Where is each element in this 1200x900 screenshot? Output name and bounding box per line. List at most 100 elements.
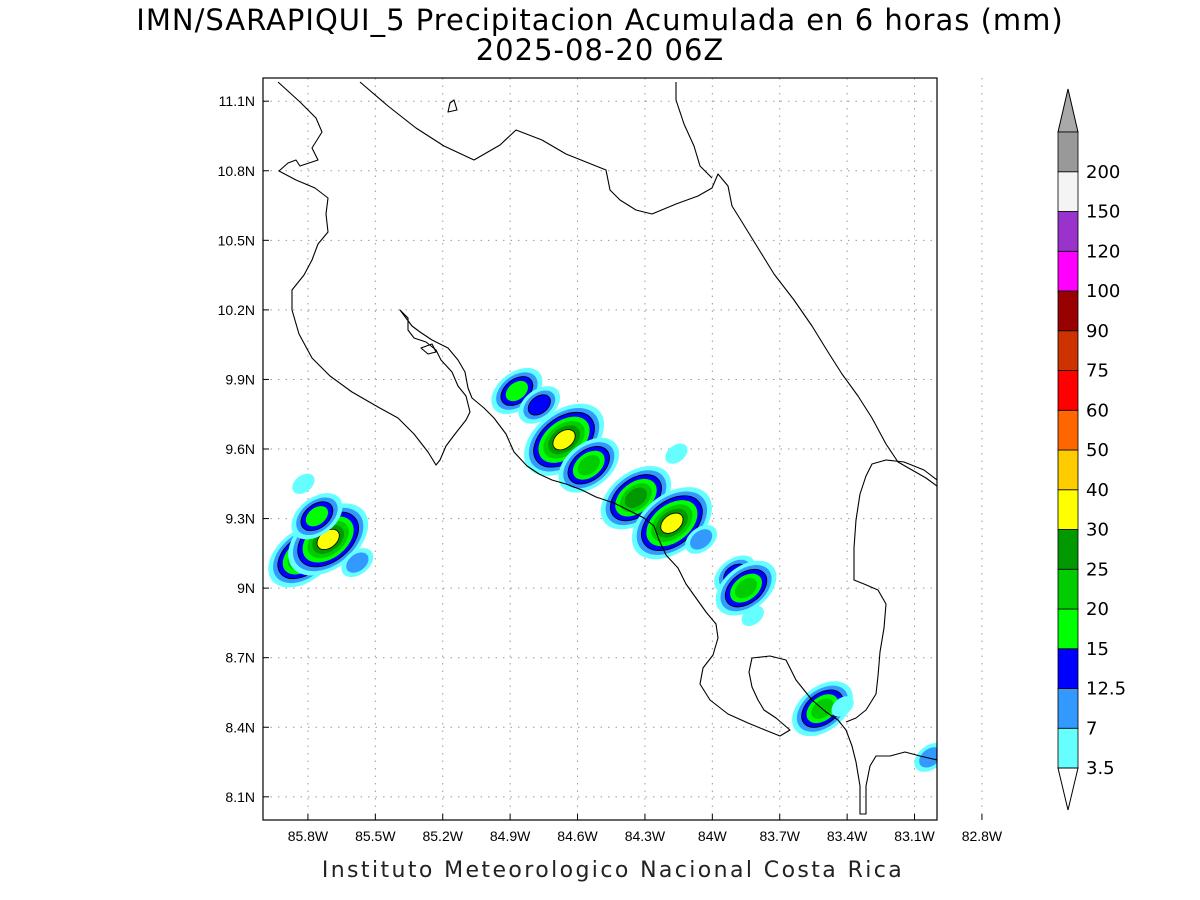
rain-contour-7 (949, 755, 979, 784)
precipitation-colorbar: 3.5 7 12.5 15 20 25 30 40 50 60 75 90 100 120 150 200 (1057, 88, 1126, 811)
y-tick-label: 10.5N (218, 232, 255, 248)
rain-contour-7 (689, 529, 713, 550)
rain-cell (341, 548, 374, 578)
x-tick-label: 84.3W (625, 828, 666, 844)
y-tick-label: 10.2N (218, 302, 255, 318)
rain-contour-25 (624, 487, 648, 508)
rain-cell (914, 742, 937, 772)
colorbar-label: 25 (1086, 559, 1109, 580)
colorbar-label: 40 (1086, 480, 1109, 501)
colorbar-label: 30 (1086, 520, 1109, 541)
x-tick-label: 84W (698, 828, 728, 844)
rain-contour-20 (577, 455, 600, 476)
colorbar-label: 20 (1086, 599, 1109, 620)
colorbar-labels: 3.5 7 12.5 15 20 25 30 40 50 60 75 90 100 120 150 200 (1086, 162, 1126, 779)
island-chira (420, 343, 437, 355)
rain-contour-3_5 (665, 443, 688, 464)
rain-cell (943, 749, 986, 790)
colorbar-low-arrow (1057, 767, 1079, 811)
colorbar-high-arrow (1057, 88, 1079, 133)
x-tick-label: 84.6W (557, 828, 598, 844)
pacific-coastline (277, 81, 937, 815)
x-tick-label: 84.9W (490, 828, 531, 844)
y-tick-label: 10.8N (218, 163, 255, 179)
rain-contour-7 (346, 552, 369, 573)
rain-cell (741, 605, 764, 627)
colorbar-bin (1057, 290, 1079, 332)
colorbar-label: 75 (1086, 361, 1109, 382)
colorbar-label: 60 (1086, 400, 1109, 421)
rain-cell (518, 386, 561, 424)
colorbar-label: 90 (1086, 321, 1109, 342)
y-tick-label: 9N (237, 580, 255, 596)
y-tick-label: 8.1N (225, 789, 255, 805)
rain-cell (665, 443, 688, 464)
colorbar-bin (1057, 648, 1079, 689)
map-panel: 85.8W 85.5W 85.2W 84.9W 84.6W 84.3W 84W 83.7W 83… (218, 77, 1003, 844)
colorbar-bin (1057, 529, 1079, 570)
colorbar-label: 100 (1086, 281, 1120, 302)
rain-cell (831, 696, 854, 717)
rain-cell (558, 437, 620, 493)
colorbar-bin (1057, 250, 1079, 292)
latitude-tick-labels: 8.1N 8.4N 8.7N 9N 9.3N 9.6N 9.9N 10.2N 10.5N 10.8… (218, 93, 269, 805)
colorbar-bin (1057, 568, 1079, 610)
colorbar-bin (1057, 727, 1079, 769)
rain-contour-3_5 (741, 605, 764, 627)
colorbar-bin (1057, 449, 1079, 491)
rain-cell (685, 524, 718, 554)
colorbar-label: 200 (1086, 162, 1120, 183)
y-tick-label: 8.4N (225, 719, 255, 735)
caribbean-coastline (359, 81, 937, 487)
map-subtitle-datetime: 2025-08-20 06Z (476, 33, 725, 67)
rain-contour-20 (734, 577, 758, 599)
x-tick-label: 83.1W (894, 828, 935, 844)
colorbar-bin (1057, 370, 1079, 411)
rain-contour-30 (552, 429, 576, 451)
y-tick-label: 8.7N (225, 650, 255, 666)
colorbar-bin (1057, 211, 1079, 252)
colorbar-bin (1057, 688, 1079, 729)
y-tick-label: 9.3N (225, 511, 255, 527)
x-tick-label: 85.5W (355, 828, 396, 844)
y-tick-label: 9.6N (225, 441, 255, 457)
colorbar-label: 120 (1086, 241, 1120, 262)
border-panama (845, 459, 937, 723)
coastlines (277, 81, 937, 815)
nicaragua-lake-shore (675, 82, 713, 179)
map-title: IMN/SARAPIQUI_5 Precipitacion Acumulada … (136, 3, 1063, 37)
rain-contour-7 (919, 747, 937, 768)
colorbar-label: 3.5 (1086, 758, 1115, 779)
longitude-tick-labels: 85.8W 85.5W 85.2W 84.9W 84.6W 84.3W 84W 83.7W 83… (288, 814, 1003, 844)
rain-contour-3_5 (292, 473, 315, 494)
rain-contour-15 (305, 506, 329, 527)
rain-contour-3_5 (831, 696, 854, 717)
y-tick-label: 11.1N (219, 93, 255, 109)
colorbar-label: 150 (1086, 202, 1120, 223)
rain-cell (715, 560, 777, 616)
rain-contour-15 (505, 380, 528, 402)
x-tick-label: 83.7W (759, 828, 800, 844)
x-tick-label: 85.2W (422, 828, 463, 844)
colorbar-bin (1057, 409, 1079, 451)
rain-contour-12_5 (527, 394, 551, 416)
colorbar-bin (1057, 330, 1079, 371)
rain-cell (292, 473, 315, 494)
colorbar-bin (1057, 489, 1079, 530)
x-tick-label: 82.8W (962, 828, 1003, 844)
rain-cell (291, 493, 343, 540)
colorbar-bins (1057, 131, 1079, 769)
rain-contour-30 (660, 512, 684, 534)
institution-footer: Instituto Meteorologico Nacional Costa R… (322, 858, 904, 883)
rain-contour-3_5 (943, 749, 986, 790)
colorbar-bin (1057, 131, 1079, 173)
y-tick-label: 9.9N (225, 371, 255, 387)
islet-north (447, 99, 458, 113)
x-tick-label: 85.8W (288, 828, 329, 844)
colorbar-label: 12.5 (1086, 679, 1126, 700)
colorbar-bin (1057, 608, 1079, 650)
colorbar-label: 7 (1086, 718, 1097, 739)
colorbar-label: 50 (1086, 440, 1109, 461)
colorbar-bin (1057, 171, 1079, 212)
x-tick-label: 83.4W (827, 828, 868, 844)
